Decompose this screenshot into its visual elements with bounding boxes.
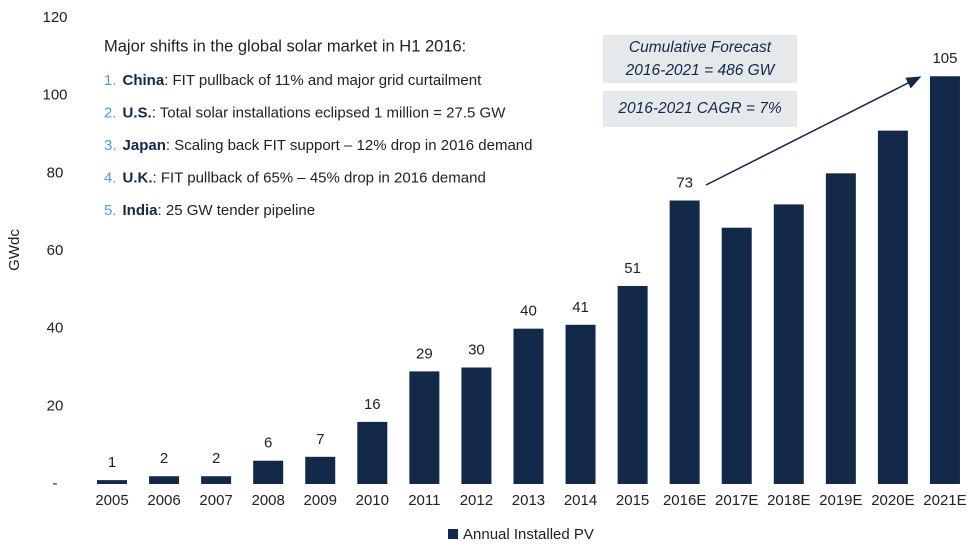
x-tick-label: 2009 (304, 492, 337, 509)
x-tick-label: 2011 (408, 492, 440, 509)
bar (149, 476, 180, 484)
legend-label: Annual Installed PV (463, 526, 594, 543)
value-label: 51 (624, 260, 641, 277)
value-label: 73 (676, 174, 693, 191)
x-tick-label: 2005 (95, 492, 128, 509)
bar (825, 173, 856, 485)
x-tick-label: 2018E (767, 492, 810, 509)
forecast-text: 2016-2021 CAGR = 7% (617, 100, 781, 117)
item-text: : Scaling back FIT support – 12% drop in… (166, 137, 533, 154)
value-label: 105 (932, 50, 957, 67)
item-number: 4. (104, 169, 117, 186)
bar (929, 76, 960, 484)
bar (461, 367, 492, 484)
value-label: 7 (316, 431, 324, 448)
bar (565, 324, 596, 484)
y-tick-label: - (53, 475, 58, 492)
item-country: Japan (123, 137, 166, 154)
x-tick-label: 2015 (616, 492, 649, 509)
item-number: 2. (104, 104, 117, 121)
bar (617, 285, 648, 484)
value-label: 2 (212, 450, 220, 467)
x-tick-label: 2008 (251, 492, 284, 509)
item-text: : Total solar installations eclipsed 1 m… (152, 104, 506, 121)
value-label: 29 (416, 345, 433, 362)
bar (513, 328, 544, 484)
bar (669, 200, 700, 484)
item-country: U.S. (123, 104, 152, 121)
x-tick-label: 2014 (564, 492, 597, 509)
value-label: 41 (572, 299, 589, 316)
bar (97, 480, 127, 484)
y-tick-label: 60 (47, 242, 64, 259)
bar (409, 371, 440, 484)
value-label: 1 (108, 454, 116, 471)
item-text: : 25 GW tender pipeline (158, 202, 316, 219)
x-tick-label: 2020E (871, 492, 914, 509)
item-number: 1. (104, 72, 117, 89)
value-label: 6 (264, 435, 272, 452)
x-tick-label: 2019E (819, 492, 862, 509)
item-number: 5. (104, 202, 117, 219)
trend-arrow (705, 76, 922, 186)
list: 1. China: FIT pullback of 11% and major g… (104, 72, 533, 219)
list-item: 4. U.K.: FIT pullback of 65% – 45% drop i… (104, 169, 486, 186)
bar (721, 227, 752, 484)
x-tick-label: 2010 (356, 492, 389, 509)
x-tick-label: 2021E (923, 492, 966, 509)
x-tick-label: 2007 (199, 492, 232, 509)
item-country: China (123, 72, 165, 89)
item-country: India (123, 202, 159, 219)
forecast-text: 2016-2021 = 486 GW (625, 62, 776, 79)
forecast-text: Cumulative Forecast (629, 39, 772, 56)
y-tick-label: 100 (42, 87, 67, 104)
y-tick-label: 20 (47, 397, 64, 414)
y-tick-label: 120 (42, 9, 67, 26)
value-label: 2 (160, 450, 168, 467)
bar (305, 456, 336, 484)
item-country: U.K. (123, 169, 153, 186)
list-item: 2. U.S.: Total solar installations eclips… (104, 104, 506, 121)
x-tick-label: 2016E (663, 492, 706, 509)
item-text: : FIT pullback of 65% – 45% drop in 2016… (153, 169, 486, 186)
x-tick-label: 2013 (512, 492, 545, 509)
bar (877, 130, 908, 484)
bar (253, 460, 284, 484)
value-label: 30 (468, 341, 485, 358)
item-text: : FIT pullback of 11% and major grid cur… (164, 72, 482, 89)
legend-swatch (448, 529, 458, 539)
x-tick-label: 2012 (460, 492, 493, 509)
y-tick-label: 40 (47, 320, 64, 337)
bar (773, 204, 804, 484)
list-item: 5. India: 25 GW tender pipeline (104, 202, 315, 219)
list-item: 1. China: FIT pullback of 11% and major g… (104, 72, 482, 89)
bar (357, 421, 388, 484)
heading: Major shifts in the global solar market … (104, 37, 466, 55)
list-item: 3. Japan: Scaling back FIT support – 12% … (104, 137, 533, 154)
y-tick-label: 80 (47, 164, 64, 181)
x-tick-label: 2017E (715, 492, 758, 509)
bar (201, 476, 232, 484)
item-number: 3. (104, 137, 117, 154)
value-label: 40 (520, 303, 537, 320)
value-label: 16 (364, 396, 381, 413)
y-axis-label: GWdc (6, 229, 23, 271)
x-tick-label: 2006 (147, 492, 180, 509)
forecast-box: Cumulative Forecast 2016-2021 = 486 GW 2… (603, 35, 797, 127)
